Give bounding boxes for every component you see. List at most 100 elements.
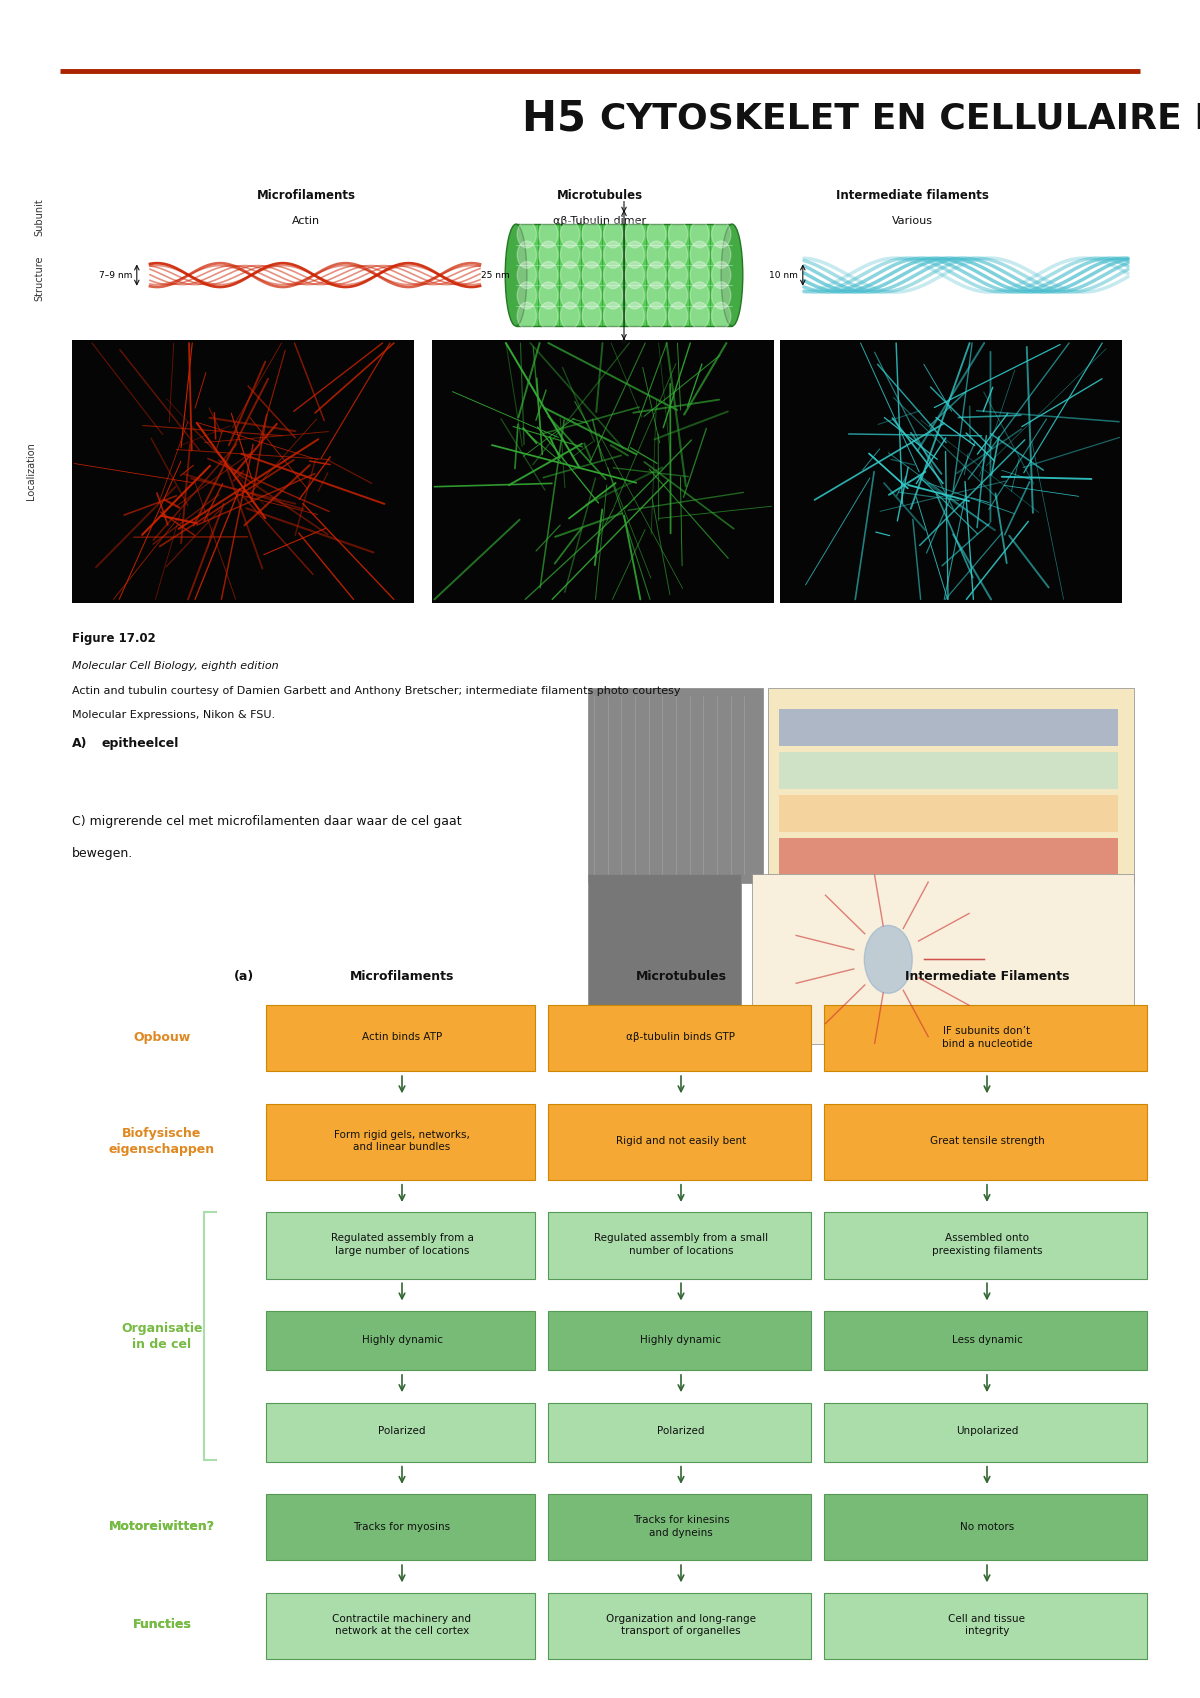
- Circle shape: [560, 241, 580, 268]
- Bar: [824, 1212, 1147, 1279]
- Bar: [266, 1212, 535, 1279]
- Circle shape: [625, 282, 644, 309]
- Text: Subunit: Subunit: [35, 199, 44, 236]
- Text: Microtubules: Microtubules: [557, 188, 643, 202]
- Bar: [548, 1593, 811, 1659]
- Text: Tracks for kinesins
and dyneins: Tracks for kinesins and dyneins: [632, 1515, 730, 1538]
- Circle shape: [517, 261, 536, 289]
- Circle shape: [690, 282, 709, 309]
- Bar: [548, 1403, 811, 1462]
- Circle shape: [582, 302, 601, 329]
- Circle shape: [582, 261, 601, 289]
- Circle shape: [712, 241, 731, 268]
- Bar: [768, 688, 1134, 883]
- Circle shape: [604, 302, 623, 329]
- Text: Contractile machinery and
network at the cell cortex: Contractile machinery and network at the…: [332, 1613, 472, 1637]
- Circle shape: [690, 302, 709, 329]
- Text: No motors: No motors: [960, 1521, 1014, 1532]
- Circle shape: [560, 221, 580, 248]
- Text: Molecular Expressions, Nikon & FSU.: Molecular Expressions, Nikon & FSU.: [72, 710, 275, 720]
- Bar: [266, 1104, 535, 1180]
- Bar: [780, 340, 1122, 603]
- Text: Structure: Structure: [35, 256, 44, 301]
- Circle shape: [604, 261, 623, 289]
- Bar: [588, 688, 763, 883]
- Text: H5: H5: [522, 98, 600, 139]
- Circle shape: [582, 282, 601, 309]
- Text: epitheelcel: epitheelcel: [102, 737, 179, 751]
- Text: Rigid and not easily bent: Rigid and not easily bent: [616, 1136, 746, 1146]
- Bar: [548, 1311, 811, 1370]
- Text: 7–9 nm: 7–9 nm: [98, 270, 132, 280]
- Text: Polarized: Polarized: [658, 1426, 704, 1437]
- Bar: [548, 1212, 811, 1279]
- Circle shape: [539, 261, 558, 289]
- Circle shape: [712, 282, 731, 309]
- Text: Actin and tubulin courtesy of Damien Garbett and Anthony Bretscher; intermediate: Actin and tubulin courtesy of Damien Gar…: [72, 686, 680, 696]
- Text: Localization: Localization: [26, 441, 36, 501]
- Bar: [266, 1311, 535, 1370]
- Text: Microtubules: Microtubules: [636, 970, 726, 983]
- Text: Organisatie
in de cel: Organisatie in de cel: [121, 1321, 203, 1352]
- Circle shape: [517, 302, 536, 329]
- Text: Actin: Actin: [292, 216, 320, 226]
- Text: CYTOSKELET EN CELLULAIRE BEWEGING: CYTOSKELET EN CELLULAIRE BEWEGING: [600, 102, 1200, 136]
- Bar: [824, 1104, 1147, 1180]
- Text: Motoreiwitten?: Motoreiwitten?: [109, 1520, 215, 1533]
- Circle shape: [560, 302, 580, 329]
- Text: (a): (a): [234, 970, 254, 983]
- Circle shape: [539, 221, 558, 248]
- Circle shape: [625, 302, 644, 329]
- Circle shape: [625, 221, 644, 248]
- Bar: [804, 253, 1128, 297]
- Circle shape: [712, 221, 731, 248]
- Text: Less dynamic: Less dynamic: [952, 1335, 1022, 1345]
- Text: Various: Various: [892, 216, 932, 226]
- Bar: [266, 1005, 535, 1071]
- Text: Regulated assembly from a small
number of locations: Regulated assembly from a small number o…: [594, 1233, 768, 1257]
- Circle shape: [517, 241, 536, 268]
- Bar: [266, 1494, 535, 1560]
- Text: Functies: Functies: [132, 1618, 192, 1632]
- Text: Motoreiwitten?: Motoreiwitten?: [109, 1520, 215, 1533]
- Ellipse shape: [505, 224, 527, 326]
- Circle shape: [625, 241, 644, 268]
- Bar: [779, 710, 1117, 745]
- Circle shape: [560, 282, 580, 309]
- Text: Microfilaments: Microfilaments: [257, 188, 355, 202]
- Circle shape: [539, 282, 558, 309]
- Text: Biofysische
eigenschappen: Biofysische eigenschappen: [109, 1126, 215, 1156]
- Text: 25 nm: 25 nm: [481, 270, 510, 280]
- Bar: [72, 340, 414, 603]
- Text: Unpolarized: Unpolarized: [956, 1426, 1018, 1437]
- Circle shape: [582, 241, 601, 268]
- Ellipse shape: [721, 224, 743, 326]
- Bar: [266, 1403, 535, 1462]
- Circle shape: [647, 282, 666, 309]
- Bar: [516, 224, 732, 326]
- Bar: [548, 1494, 811, 1560]
- Text: Highly dynamic: Highly dynamic: [641, 1335, 721, 1345]
- Bar: [779, 795, 1117, 832]
- Text: Opbouw: Opbouw: [133, 1031, 191, 1044]
- Circle shape: [647, 302, 666, 329]
- Circle shape: [864, 925, 912, 993]
- Circle shape: [647, 261, 666, 289]
- Text: IF subunits don’t
bind a nucleotide: IF subunits don’t bind a nucleotide: [942, 1026, 1032, 1049]
- Circle shape: [690, 221, 709, 248]
- Bar: [824, 1403, 1147, 1462]
- Text: Actin binds ATP: Actin binds ATP: [362, 1032, 442, 1043]
- Text: Polarized: Polarized: [378, 1426, 426, 1437]
- Bar: [779, 752, 1117, 788]
- Circle shape: [517, 221, 536, 248]
- Circle shape: [690, 261, 709, 289]
- Circle shape: [625, 261, 644, 289]
- Bar: [824, 1005, 1147, 1071]
- Text: Organization and long-range
transport of organelles: Organization and long-range transport of…: [606, 1613, 756, 1637]
- Circle shape: [690, 241, 709, 268]
- Circle shape: [668, 261, 688, 289]
- Bar: [751, 874, 1134, 1044]
- Bar: [548, 1104, 811, 1180]
- Text: Great tensile strength: Great tensile strength: [930, 1136, 1044, 1146]
- Circle shape: [712, 302, 731, 329]
